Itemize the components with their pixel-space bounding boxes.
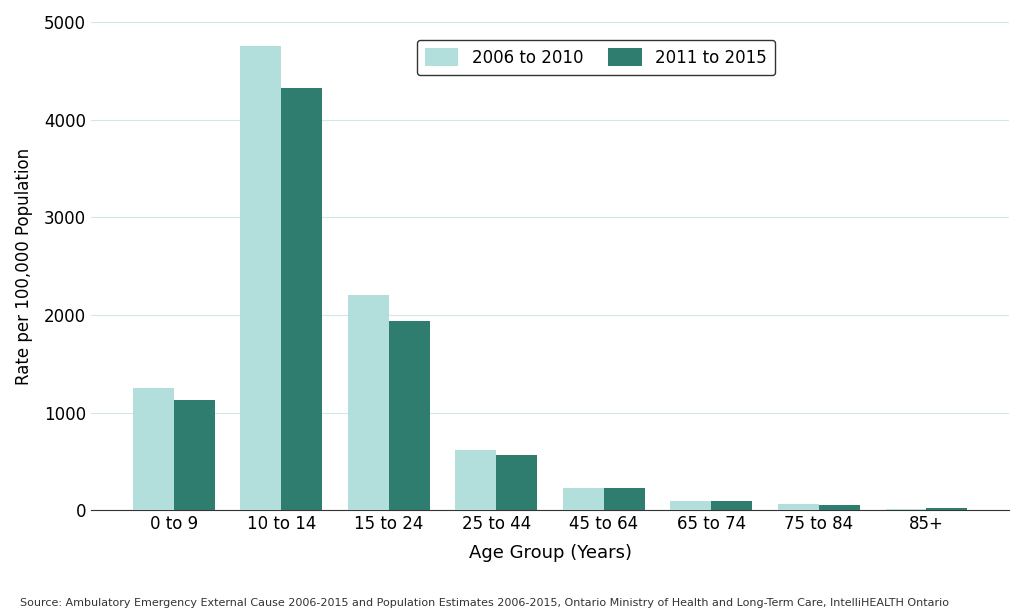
Bar [497, 454, 538, 510]
Bar [819, 505, 860, 510]
Bar [133, 388, 174, 510]
Bar [282, 88, 323, 510]
Bar [456, 449, 497, 510]
Bar [174, 400, 215, 510]
Bar [563, 488, 604, 510]
Bar [778, 504, 819, 510]
Bar [671, 501, 712, 510]
Bar [389, 321, 430, 510]
Bar [604, 488, 645, 510]
Bar [886, 509, 927, 510]
Bar [348, 295, 389, 510]
Bar [241, 47, 282, 510]
Bar [927, 508, 968, 510]
Y-axis label: Rate per 100,000 Population: Rate per 100,000 Population [15, 147, 33, 384]
Legend: 2006 to 2010, 2011 to 2015: 2006 to 2010, 2011 to 2015 [417, 40, 775, 75]
Bar [712, 502, 753, 510]
Text: Source: Ambulatory Emergency External Cause 2006-2015 and Population Estimates 2: Source: Ambulatory Emergency External Ca… [20, 598, 949, 608]
X-axis label: Age Group (Years): Age Group (Years) [469, 544, 632, 562]
